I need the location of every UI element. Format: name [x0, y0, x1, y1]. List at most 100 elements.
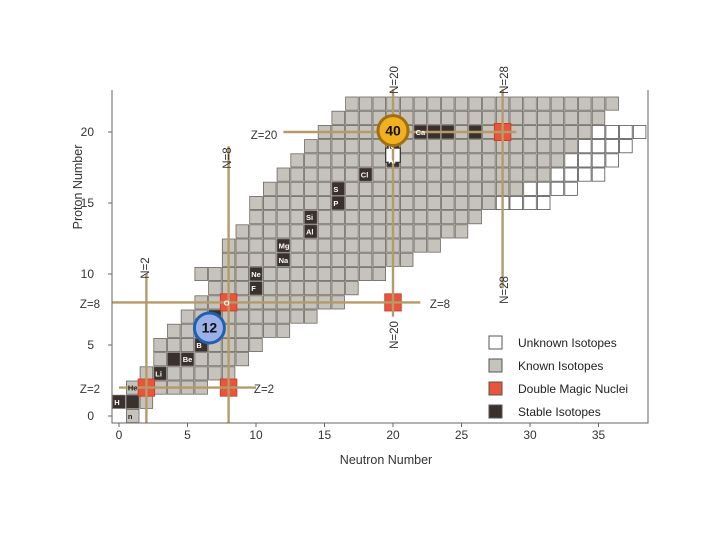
- magic-line-label: Z=8: [430, 299, 450, 311]
- y-tick-label: 5: [87, 338, 94, 352]
- unknown-isotope-cell: [550, 167, 565, 182]
- known-isotope-cell: [441, 210, 455, 225]
- known-isotope-cell: [454, 96, 469, 111]
- known-isotope-cell: [509, 181, 524, 196]
- element-symbol: Be: [183, 355, 193, 364]
- element-symbol: P: [333, 199, 338, 208]
- y-axis-label: Proton Number: [71, 145, 85, 230]
- known-isotope-cell: [331, 252, 345, 267]
- known-isotope-cell: [235, 238, 250, 253]
- known-isotope-cell: [482, 181, 496, 196]
- element-symbol: Ca: [416, 128, 426, 137]
- known-isotope-cell: [235, 309, 250, 324]
- element-symbol: F: [251, 284, 256, 293]
- stable-isotope-cell: [276, 252, 291, 267]
- known-isotope-cell: [399, 238, 414, 253]
- known-isotope-cell: [317, 281, 332, 296]
- unknown-isotope-cell: [591, 125, 606, 140]
- magic-line-label: N=2: [140, 257, 152, 278]
- known-isotope-cell: [468, 139, 482, 154]
- known-isotope-cell: [372, 252, 387, 267]
- y-tick-label: 20: [81, 125, 95, 139]
- x-tick-label: 10: [249, 428, 263, 442]
- known-isotope-cell: [427, 96, 441, 111]
- known-isotope-cell: [331, 266, 345, 281]
- known-isotope-cell: [262, 323, 277, 338]
- known-isotope-cell: [345, 139, 359, 154]
- known-isotope-cell: [578, 110, 592, 125]
- known-isotope-cell: [194, 266, 208, 281]
- magic-line-label: N=20: [389, 66, 401, 94]
- known-isotope-cell: [537, 96, 551, 111]
- known-isotope-cell: [304, 281, 318, 296]
- known-isotope-cell: [482, 195, 496, 210]
- known-isotope-cell: [441, 153, 455, 168]
- legend-label: Unknown Isotopes: [518, 336, 617, 350]
- known-isotope-cell: [523, 153, 537, 168]
- stable-isotope-cell: [249, 281, 263, 296]
- legend-label: Double Magic Nuclei: [518, 382, 628, 396]
- known-isotope-cell: [399, 167, 414, 182]
- known-isotope-cell: [249, 224, 263, 239]
- unknown-isotope-cell: [550, 181, 565, 196]
- magic-line-label: N=28: [499, 276, 511, 304]
- known-isotope-cell: [276, 181, 291, 196]
- known-isotope-cell: [468, 153, 482, 168]
- legend-swatch-known: [488, 358, 503, 373]
- x-tick-label: 15: [318, 428, 332, 442]
- legend-swatch-unknown: [488, 335, 503, 350]
- known-isotope-cell: [482, 153, 496, 168]
- legend: Unknown Isotopes Known Isotopes Double Mag…: [488, 335, 628, 419]
- known-isotope-cell: [304, 181, 318, 196]
- stable-isotope-cell: [331, 195, 345, 210]
- known-isotope-cell: [331, 224, 345, 239]
- known-isotope-cell: [276, 167, 291, 182]
- known-isotope-cell: [509, 153, 524, 168]
- known-isotope-cell: [304, 167, 318, 182]
- known-isotope-cell: [290, 195, 304, 210]
- known-isotope-cell: [509, 110, 524, 125]
- known-isotope-cell: [523, 110, 537, 125]
- known-isotope-cell: [372, 153, 387, 168]
- known-isotope-cell: [550, 153, 565, 168]
- known-isotope-cell: [358, 139, 373, 154]
- known-isotope-cell: [550, 110, 565, 125]
- stable-isotope-cell: [276, 238, 291, 253]
- stable-isotope-cell: [126, 394, 140, 409]
- known-isotope-cell: [454, 139, 469, 154]
- known-isotope-cell: [399, 224, 414, 239]
- known-isotope-cell: [441, 139, 455, 154]
- unknown-isotope-cell: [578, 153, 592, 168]
- known-isotope-cell: [235, 224, 250, 239]
- known-isotope-cell: [591, 110, 606, 125]
- stable-isotope-cell: [304, 224, 318, 239]
- known-isotope-cell: [358, 195, 373, 210]
- known-isotope-cell: [454, 181, 469, 196]
- known-isotope-cell: [372, 167, 387, 182]
- known-isotope-cell: [290, 167, 304, 182]
- known-isotope-cell: [413, 110, 428, 125]
- known-isotope-cell: [468, 167, 482, 182]
- unknown-isotope-cell: [605, 139, 619, 154]
- known-isotope-cell: [564, 125, 578, 140]
- known-isotope-cell: [358, 238, 373, 253]
- known-isotope-cell: [167, 366, 181, 381]
- known-isotope-cell: [413, 181, 428, 196]
- known-isotope-cell: [249, 309, 263, 324]
- known-isotope-cell: [345, 181, 359, 196]
- stable-isotope-cell: [249, 266, 263, 281]
- x-tick-label: 25: [455, 428, 469, 442]
- known-isotope-cell: [399, 252, 414, 267]
- known-isotope-cell: [550, 125, 565, 140]
- stable-isotope-cell: [153, 366, 167, 381]
- known-isotope-cell: [399, 210, 414, 225]
- unknown-isotope-cell: [619, 125, 633, 140]
- known-isotope-cell: [304, 252, 318, 267]
- unknown-isotope-cell: [578, 167, 592, 182]
- known-isotope-cell: [331, 238, 345, 253]
- mass-number-text: 40: [385, 122, 401, 138]
- unknown-isotope-cell: [564, 181, 578, 196]
- known-isotope-cell: [290, 153, 304, 168]
- known-isotope-cell: [509, 139, 524, 154]
